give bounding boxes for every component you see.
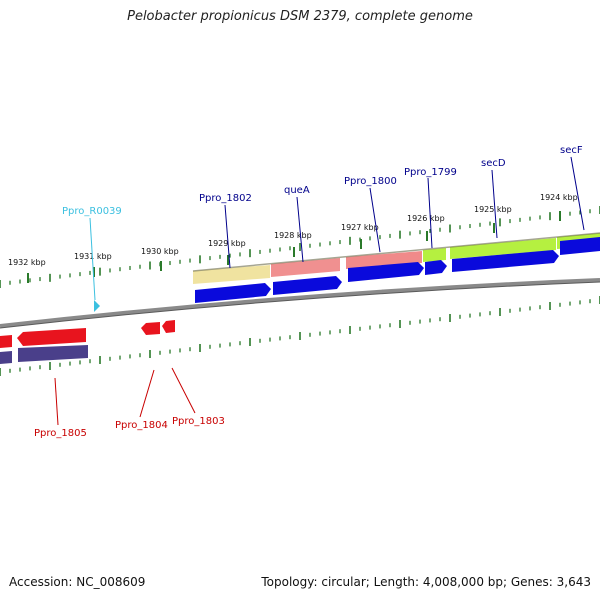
kbp-label-group: 1932 kbp 1931 kbp 1930 kbp 1929 kbp 1928 kbp… — [8, 193, 578, 283]
cds-ppro-1805[interactable] — [17, 328, 86, 346]
kbp-label: 1930 kbp — [141, 247, 179, 256]
cds-ppro-1804[interactable] — [141, 322, 160, 335]
kbp-label: 1931 kbp — [74, 252, 112, 261]
gene-leader-line — [296, 196, 304, 263]
kbp-label: 1925 kbp — [474, 205, 512, 214]
kbp-label: 1932 kbp — [8, 258, 46, 267]
cds-secd[interactable] — [452, 250, 559, 272]
gene-leader-line — [427, 177, 433, 249]
cds-ppro-1800[interactable] — [348, 262, 424, 282]
gene-label[interactable]: queA — [284, 185, 310, 196]
genome-summary-text: Topology: circular; Length: 4,008,000 bp… — [261, 575, 591, 589]
kbp-label: 1928 kbp — [274, 231, 312, 240]
cds-secf[interactable] — [560, 237, 600, 255]
cds-quea[interactable] — [273, 276, 342, 295]
gene-label[interactable]: Ppro_1804 — [115, 420, 168, 431]
gene-leader-line — [369, 187, 381, 253]
cds-ppro-1802[interactable] — [195, 283, 271, 303]
cds-ppro-1799[interactable] — [425, 260, 447, 275]
feature-ppro-1799-track[interactable] — [423, 248, 446, 262]
gene-label[interactable]: Ppro_R0039 — [62, 206, 122, 217]
reverse-track-left[interactable] — [0, 351, 12, 364]
gene-label[interactable]: Ppro_1799 — [404, 167, 457, 178]
gene-leader-line — [54, 377, 59, 426]
gene-leader-line — [491, 169, 498, 239]
reverse-track-ppro-1805[interactable] — [18, 345, 88, 362]
gene-leader-line — [139, 369, 155, 418]
kbp-label: 1924 kbp — [540, 193, 578, 202]
gene-leader-line — [570, 156, 585, 231]
gene-label[interactable]: secD — [481, 158, 506, 169]
gene-label-group: Ppro_R0039 Ppro_1802 queA Ppro_1800 Ppro_179… — [34, 145, 585, 439]
gene-label[interactable]: Ppro_1800 — [344, 176, 397, 187]
gene-label[interactable]: Ppro_1803 — [172, 416, 225, 427]
gene-leader-line — [171, 367, 196, 414]
feature-secd-track[interactable] — [450, 238, 556, 259]
cds-ppro-1803[interactable] — [162, 320, 175, 333]
gene-leader-line — [224, 204, 231, 269]
genome-backbone — [0, 278, 600, 328]
gene-label[interactable]: Ppro_1805 — [34, 428, 87, 439]
map-title: Pelobacter propionicus DSM 2379, complet… — [127, 9, 473, 24]
accession-text: Accession: NC_008609 — [9, 575, 146, 589]
outer-tick-track — [0, 206, 600, 288]
cds-reverse-left[interactable] — [0, 335, 12, 348]
gene-leader-line — [89, 217, 96, 301]
kbp-label: 1929 kbp — [208, 239, 246, 248]
rna-ppro-r0039[interactable] — [94, 300, 100, 312]
gene-label[interactable]: Ppro_1802 — [199, 193, 252, 204]
kbp-label: 1927 kbp — [341, 223, 379, 232]
inner-tick-track — [0, 296, 600, 376]
gene-label[interactable]: secF — [560, 145, 583, 156]
kbp-label: 1926 kbp — [407, 214, 445, 223]
